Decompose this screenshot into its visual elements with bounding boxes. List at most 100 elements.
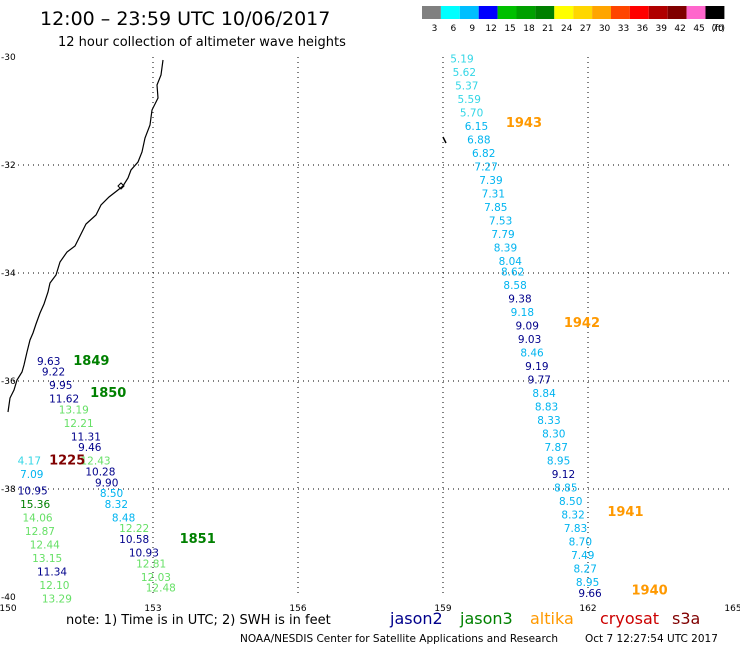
wave-height-value: 13.19 [59, 404, 89, 416]
australia-coastline [7, 59, 164, 413]
wave-height-value: 7.49 [571, 550, 594, 562]
wave-height-value: 12.10 [39, 580, 69, 592]
lon-tick-label: 153 [144, 604, 161, 614]
wave-height-value: 5.59 [458, 94, 481, 106]
legend-label: 45 [693, 24, 704, 34]
wave-height-value: 9.22 [42, 367, 65, 379]
lon-tick-label: 165 [724, 604, 740, 614]
pass-time-label: 1943 [506, 116, 542, 131]
wave-height-value: 9.90 [95, 477, 118, 489]
pass-label-layer: 1943 1942 1941 1940 1849 1850 1851 1225 [49, 116, 668, 598]
wave-height-value: 6.82 [472, 148, 495, 160]
wave-height-value: 9.03 [518, 334, 541, 346]
wave-height-value: 9.77 [528, 375, 551, 387]
wave-height-value: 7.27 [474, 161, 497, 173]
wave-height-value: 9.09 [516, 321, 539, 333]
legend-swatch [592, 6, 611, 19]
wave-height-value: 12.22 [119, 523, 149, 535]
wave-height-value: 12.81 [136, 558, 166, 570]
wave-height-value: 7.31 [482, 188, 505, 200]
legend-label: 24 [561, 24, 573, 34]
legend-swatch [611, 6, 630, 19]
wave-height-value: 7.09 [20, 469, 43, 481]
wave-height-value: 9.38 [508, 294, 531, 306]
wave-height-value: 7.85 [484, 202, 507, 214]
footer-note: note: 1) Time is in UTC; 2) SWH is in fe… [66, 613, 331, 628]
map-subtitle: 12 hour collection of altimeter wave hei… [58, 35, 346, 50]
footer-credit: NOAA/NESDIS Center for Satellite Applica… [240, 633, 558, 645]
footer-timestamp: Oct 7 12:27:54 UTC 2017 [585, 633, 718, 645]
wave-height-value: 9.12 [552, 469, 575, 481]
map-title: 12:00 – 23:59 UTC 10/06/2017 [40, 8, 330, 30]
axis-ticks: 150 153 156 159 162 165 -30 -32 -34 -36 -38 -40 [0, 53, 740, 614]
wave-height-value: 9.95 [49, 380, 72, 392]
wave-height-value: 8.85 [554, 483, 577, 495]
legend-label: 12 [485, 24, 496, 34]
wave-height-value: 9.46 [78, 442, 102, 454]
wave-height-value: 8.04 [499, 256, 523, 268]
satellite-legend-item: s3a [672, 609, 700, 628]
wave-height-value: 8.46 [520, 348, 544, 360]
satellite-legend-item: altika [530, 609, 574, 628]
wave-height-value: 11.31 [71, 431, 101, 443]
lat-tick-label: -38 [1, 485, 16, 495]
pass-time-label: 1849 [73, 354, 109, 369]
legend-label: 3 [432, 24, 438, 34]
wave-height-value: 8.84 [532, 388, 556, 400]
wave-height-value: 8.62 [501, 267, 524, 279]
wave-height-value: 12.43 [81, 456, 111, 468]
wave-height-value: 7.79 [491, 229, 514, 241]
legend-swatch [497, 6, 517, 19]
legend-label: 6 [450, 24, 456, 34]
legend-unit-label: (ft) [711, 24, 725, 34]
lat-tick-label: -36 [1, 377, 16, 387]
wave-height-value: 10.58 [119, 534, 149, 546]
legend-label: 70 [712, 24, 724, 34]
wave-height-value: 8.32 [561, 510, 584, 522]
wave-height-value: 9.63 [37, 356, 60, 368]
wave-height-value: 5.70 [460, 107, 483, 119]
legend-label: 39 [656, 24, 668, 34]
pass-time-label: 1225 [49, 454, 85, 469]
lat-tick-label: -32 [1, 161, 16, 171]
wave-height-value: 6.88 [467, 134, 490, 146]
legend-swatch [629, 6, 649, 19]
pass-time-label: 1942 [564, 316, 600, 331]
legend-label: 15 [504, 24, 515, 34]
legend-label: 33 [618, 24, 629, 34]
legend-swatch [648, 6, 668, 19]
wave-height-value: 13.29 [42, 593, 72, 605]
wave-height-value: 10.93 [129, 548, 159, 560]
wave-height-value: 7.83 [564, 523, 587, 535]
wave-height-value: 8.83 [535, 402, 558, 414]
wave-height-value: 9.19 [525, 361, 548, 373]
lon-tick-label: 162 [579, 604, 596, 614]
legend-label: 18 [523, 24, 535, 34]
legend-label: 27 [580, 24, 591, 34]
wave-height-value: 8.39 [494, 242, 517, 254]
legend-label: 9 [469, 24, 475, 34]
pass-time-label: 1850 [90, 386, 126, 401]
satellite-legend-item: cryosat [600, 609, 659, 628]
coastline-detail [117, 182, 125, 190]
satellite-legend-item: jason3 [459, 609, 513, 628]
wave-height-value: 8.50 [100, 488, 123, 500]
wave-height-value: 8.48 [112, 512, 135, 524]
wave-height-value: 5.19 [450, 53, 473, 65]
wave-height-value: 12.87 [25, 526, 55, 538]
satellite-legend: jason2 jason3 altika cryosat s3a [389, 609, 700, 628]
legend-swatch [705, 6, 725, 19]
wave-height-value: 8.58 [503, 280, 526, 292]
wave-height-value: 11.62 [49, 394, 79, 406]
wave-height-value: 7.39 [479, 175, 502, 187]
wave-height-value: 14.06 [23, 512, 53, 524]
wave-height-value: 12.21 [64, 418, 94, 430]
wave-height-value: 7.53 [489, 215, 512, 227]
legend-swatch [667, 6, 687, 19]
legend-swatch [516, 6, 536, 19]
legend-label: 42 [674, 24, 685, 34]
legend-swatch [422, 6, 441, 19]
wave-height-value: 9.66 [578, 588, 602, 600]
legend-label: 30 [599, 24, 611, 34]
lon-tick-label: 150 [0, 604, 17, 614]
